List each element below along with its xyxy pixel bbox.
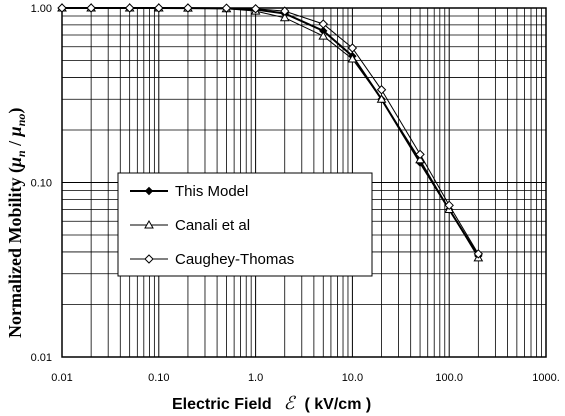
- data-point: [444, 200, 454, 211]
- data-point: [347, 54, 358, 63]
- x-tick-labels: 0.01 0.10 1.0 10.0 100.0 1000.: [51, 372, 559, 384]
- y-axis-close: ): [5, 108, 26, 114]
- data-point: [376, 85, 387, 95]
- data-point: [154, 3, 164, 13]
- data-point: [221, 3, 232, 13]
- legend-label-caughey-thomas: Caughey-Thomas: [175, 251, 294, 268]
- x-tick-label: 0.01: [51, 372, 72, 384]
- y-axis-sub-n0: no: [14, 114, 28, 127]
- y-tick-label: 1.00: [31, 3, 52, 15]
- x-tick-label: 0.10: [148, 372, 169, 384]
- data-point: [183, 3, 193, 13]
- y-tick-label: 0.01: [31, 352, 52, 364]
- x-tick-label: 1000.: [532, 372, 560, 384]
- data-point: [347, 43, 358, 53]
- x-axis-label: Electric Field ℰ ( kV/cm ): [172, 393, 371, 413]
- legend-label-canali: Canali et al: [175, 217, 250, 234]
- series-2: [57, 3, 484, 259]
- data-point: [415, 149, 425, 160]
- x-tick-label: 10.0: [342, 372, 363, 384]
- x-axis-unit: ( kV/cm ): [305, 396, 372, 413]
- data-point: [376, 94, 387, 103]
- data-point: [279, 12, 290, 22]
- legend-label-this-model: This Model: [175, 183, 248, 200]
- x-tick-label: 100.0: [435, 372, 463, 384]
- data-point: [318, 31, 329, 40]
- y-axis-slash: /: [5, 136, 25, 150]
- data-point: [57, 3, 67, 13]
- x-axis-field-symbol: ℰ: [284, 393, 297, 413]
- data-point: [250, 4, 261, 14]
- x-tick-label: 1.0: [248, 372, 263, 384]
- legend-marker-caughey-thomas: [144, 254, 154, 264]
- series-line: [62, 7, 479, 255]
- data-point: [415, 154, 425, 164]
- data-point: [280, 6, 290, 16]
- y-axis-mu-n0: μ: [5, 126, 25, 137]
- data-point: [86, 3, 96, 13]
- series-layer: [57, 2, 484, 262]
- y-axis-label: Normalized Mobility (μn / μno): [5, 108, 28, 338]
- legend-marker-canali: [144, 219, 154, 229]
- y-axis-mu-n: μ: [5, 157, 25, 168]
- data-point: [473, 249, 484, 259]
- data-point: [124, 3, 135, 13]
- legend-item-this-model: This Model: [130, 183, 248, 200]
- y-tick-label: 0.10: [31, 178, 52, 190]
- legend: This Model Canali et al Caughey-Thomas: [117, 172, 373, 277]
- legend-marker-this-model: [144, 186, 154, 196]
- y-tick-labels: 0.01 0.10 1.00: [31, 3, 52, 364]
- legend-item-caughey-thomas: Caughey-Thomas: [130, 251, 294, 268]
- y-axis-label-text: Normalized Mobility (: [5, 167, 26, 338]
- x-axis-label-text: Electric Field: [172, 396, 272, 413]
- plot-frame: [61, 7, 547, 358]
- y-axis-sub-n: n: [14, 150, 28, 157]
- legend-item-canali: Canali et al: [130, 217, 250, 234]
- data-point: [318, 19, 328, 29]
